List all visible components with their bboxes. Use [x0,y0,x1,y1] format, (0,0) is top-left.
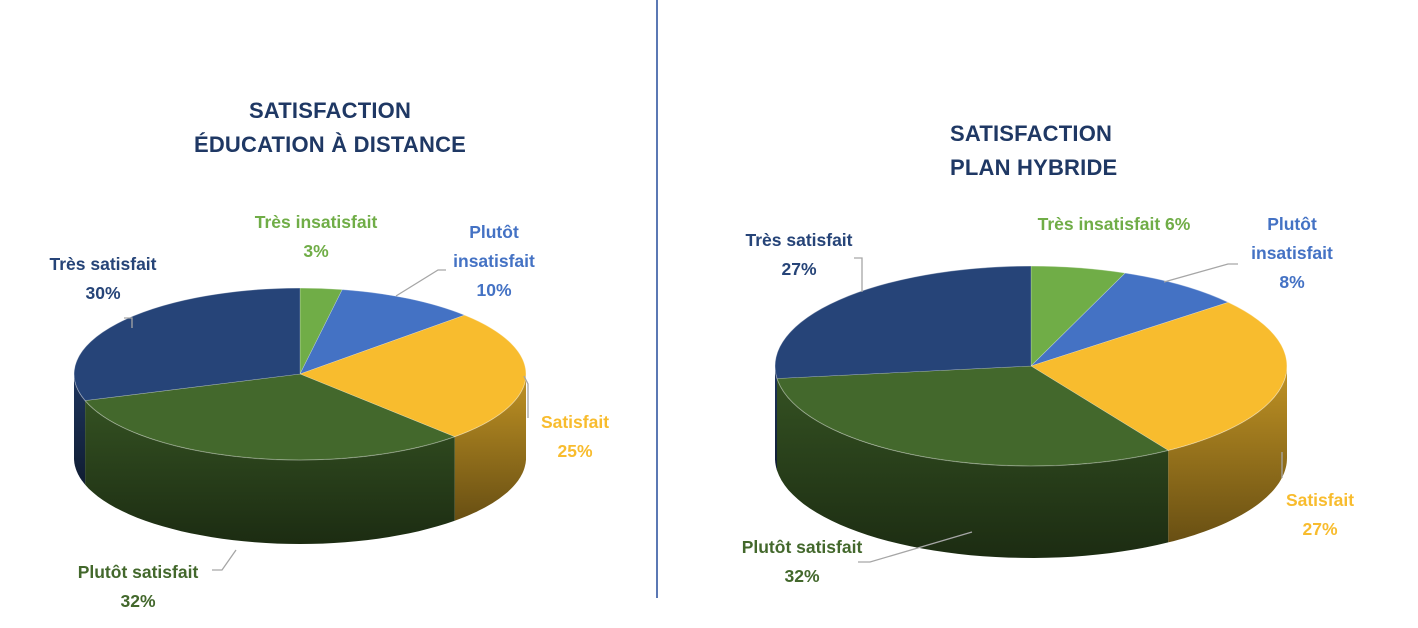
chart-2-leader-lines [854,257,1283,563]
pie-slice-plutot-insatisfait [299,289,466,375]
chart-1-label-name: Plutôt [469,222,519,242]
chart-2-label-name: Très satisfait [745,230,853,250]
chart-1-pie-group [73,287,527,544]
chart-2-label-name: Plutôt [1267,214,1317,234]
chart-1-label-plutot-insatisfait: Plutôt insatisfait 10% [434,218,554,305]
chart-1-title-line2: ÉDUCATION À DISTANCE [193,132,467,157]
chart-1-label-name: Très satisfait [49,254,157,274]
chart-1-label-pct: 32% [120,591,156,611]
chart-1-label-pct: 3% [303,241,329,261]
chart-2-label-pct: 27% [781,259,817,279]
chart-2-label-satisfait: Satisfait 27% [1270,486,1370,544]
chart-2-label-tres-satisfait: Très satisfait 27% [724,226,874,284]
chart-2-leader-line-tres-satisfait [854,257,863,292]
chart-1-title-line1: SATISFACTION [248,98,412,123]
pie-slice-tres-insatisfait [299,287,343,375]
pie-rim-highlight [774,265,1288,467]
pie-rim-highlight [73,287,527,461]
chart-2-label-pct: 32% [784,566,820,586]
chart-1-label-pct: 25% [557,441,593,461]
chart-2-leader-line-plutot-satisfait [858,531,973,563]
chart-1-label-pct: 10% [476,280,512,300]
chart-1-leader-line-tres-satisfait [124,317,133,328]
pie-slice-tres-satisfait [774,265,1032,379]
chart-1-leader-line-satisfait [523,375,529,418]
chart-1-title: SATISFACTION ÉDUCATION À DISTANCE [150,94,510,162]
chart-1-leader-lines [124,269,529,571]
chart-1-label-name: Satisfait [540,412,610,432]
chart-1-leader-line-plutot-satisfait [212,549,237,571]
pie-side-tres-satisfait [775,366,777,471]
chart-2-leader-line-plutot-insatisfait [1163,263,1238,283]
chart-2-title-line1: SATISFACTION [950,121,1113,146]
pie-side-walls [775,366,1287,558]
chart-2-label-pct: 8% [1279,272,1305,292]
chart-2-label-plutot-insatisfait: Plutôt insatisfait 8% [1232,210,1352,297]
chart-1-label-name2: insatisfait [453,251,535,271]
pie-side-satisfait [454,374,526,521]
pie-slice-tres-satisfait [73,287,301,401]
chart-2-label-name: Plutôt satisfait [741,537,863,557]
chart-2-label-pct: 27% [1302,519,1338,539]
pie-top-faces [73,287,527,461]
pie-slice-plutot-satisfait [776,365,1169,467]
pie-side-satisfait [1168,366,1287,543]
chart-1-pie [73,269,529,571]
pie-slice-satisfait [299,314,527,438]
chart-2-label-plutot-satisfait: Plutôt satisfait 32% [722,533,882,591]
pie-slice-plutot-satisfait [84,373,456,461]
pie-slice-satisfait [1030,301,1288,451]
chart-2-pie-group [774,265,1288,558]
pie-side-plutot-satisfait [85,400,455,544]
chart-1-label-name: Plutôt satisfait [77,562,199,582]
chart-2-pie [774,257,1288,563]
chart-1-label-plutot-satisfait: Plutôt satisfait 32% [58,558,218,616]
chart-2-label-name: Satisfait [1285,490,1355,510]
chart-1-label-tres-insatisfait: Très insatisfait 3% [228,208,404,266]
pie-slice-plutot-insatisfait [1030,272,1230,367]
chart-1-label-tres-satisfait: Très satisfait 30% [28,250,178,308]
pie-side-walls [74,374,526,544]
chart-2-label-name: Très insatisfait 6% [1037,214,1191,234]
chart-1-label-pct: 30% [85,283,121,303]
pie-slice-tres-insatisfait [1030,265,1126,367]
chart-1-label-name: Très insatisfait [254,212,378,232]
vertical-divider [656,0,658,598]
chart-2-title: SATISFACTION PLAN HYBRIDE [930,117,1170,185]
pie-side-plutot-satisfait [777,378,1169,558]
chart-2-label-tres-insatisfait: Très insatisfait 6% [1018,210,1210,239]
chart-2-label-name2: insatisfait [1251,243,1333,263]
chart-2-title-line2: PLAN HYBRIDE [950,155,1118,180]
pie-top-faces [774,265,1288,467]
pie-side-tres-satisfait [74,374,86,485]
chart-1-leader-line-plutot-insatisfait [395,269,446,297]
chart-1-label-satisfait: Satisfait 25% [525,408,625,466]
